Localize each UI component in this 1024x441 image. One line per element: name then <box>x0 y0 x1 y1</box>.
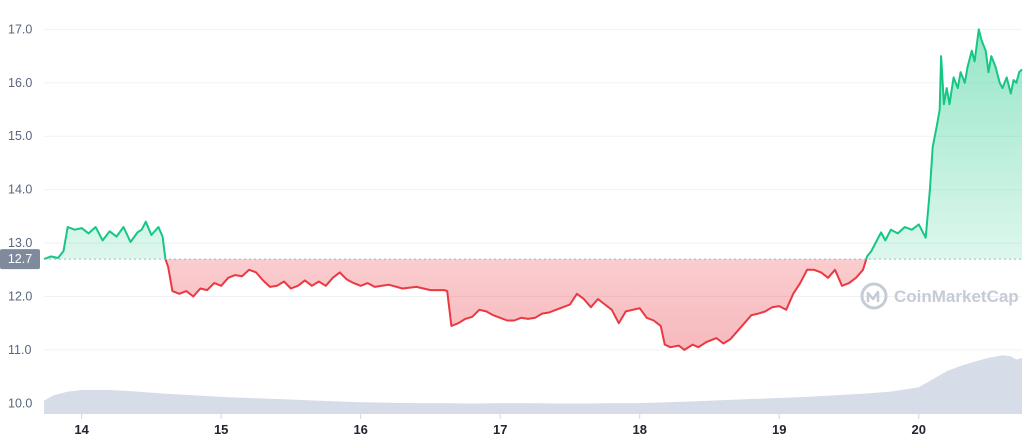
y-tick-label: 16.0 <box>8 76 32 90</box>
y-tick-label: 11.0 <box>8 343 31 357</box>
coinmarketcap-logo-icon <box>860 282 888 310</box>
y-tick-label: 15.0 <box>8 129 32 143</box>
y-tick-label: 17.0 <box>8 22 32 36</box>
coinmarketcap-watermark: CoinMarketCap <box>860 282 1019 310</box>
reference-price-label: 12.7 <box>8 252 32 266</box>
grid-lines <box>44 28 1022 404</box>
y-tick-label: 13.0 <box>8 236 32 250</box>
volume-area <box>44 355 1022 414</box>
y-tick-label: 14.0 <box>8 183 32 197</box>
y-tick-label: 10.0 <box>8 396 32 410</box>
price-line-below <box>43 259 868 351</box>
price-line <box>43 28 1023 351</box>
volume-area-path <box>44 355 1022 414</box>
x-tick-label: 14 <box>74 422 89 437</box>
x-tick-label: 16 <box>353 422 367 437</box>
x-tick-label: 17 <box>493 422 507 437</box>
x-axis: 14 15 16 17 18 19 20 <box>74 414 926 437</box>
x-tick-label: 15 <box>214 422 228 437</box>
watermark-text: CoinMarketCap <box>894 287 1019 306</box>
x-tick-label: 19 <box>772 422 786 437</box>
y-axis: 10.0 11.0 12.0 13.0 14.0 15.0 16.0 17.0 <box>8 22 32 410</box>
price-fill-below <box>44 259 1022 350</box>
price-line-above <box>43 28 1023 260</box>
x-tick-label: 18 <box>632 422 646 437</box>
y-tick-label: 12.0 <box>8 289 32 303</box>
x-tick-label: 20 <box>912 422 926 437</box>
reference-price-badge <box>0 249 40 270</box>
reference-price-line: 12.7 <box>0 249 1022 270</box>
